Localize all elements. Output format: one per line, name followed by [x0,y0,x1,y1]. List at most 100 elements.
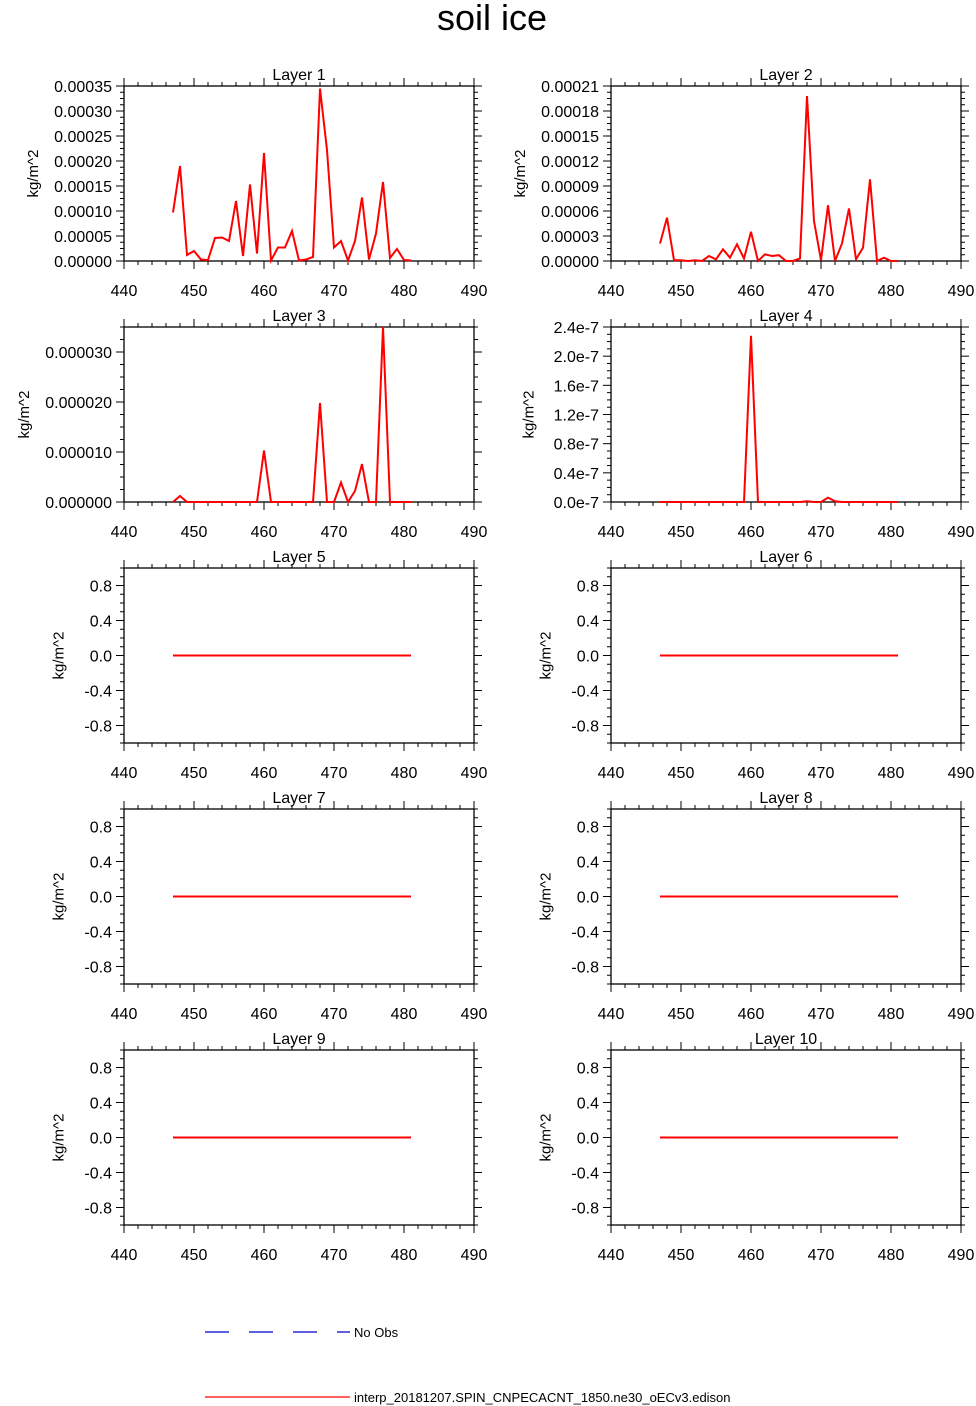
panel-4: Layer 4 440 450 460 470 480 490 0.0e-7 0.4e-7 0.8… [520,308,974,541]
y-axis-label: kg/m^2 [51,1114,68,1162]
x-tick-label: 440 [598,1006,625,1023]
y-tick-label: 0.8 [577,820,599,837]
x-tick-label: 440 [111,283,138,300]
panel-7: Layer 7 440 450 460 470 480 490 -0.8 -0.4 0.0 0.4 0… [51,790,488,1023]
x-tick-label: 490 [948,1247,975,1264]
panels: Layer 1 440 450 460 470 480 490 0.00000 0.00005 0… [16,67,974,1264]
y-tick-label: 0.8e-7 [554,437,599,454]
x-tick-label: 460 [738,524,765,541]
x-tick-label: 480 [391,283,418,300]
legend: No Obs interp_20181207.SPIN_CNPECACNT_18… [205,1325,731,1405]
plot-frame [123,85,475,262]
x-tick-label: 440 [598,1247,625,1264]
y-tick-label: -0.4 [571,925,599,942]
y-tick-label: 0.4 [90,855,112,872]
y-tick-label: 0.4 [577,1096,599,1113]
y-tick-label: -0.8 [571,1201,599,1218]
x-tick-label: 490 [948,524,975,541]
legend-model-label: interp_20181207.SPIN_CNPECACNT_1850.ne30… [354,1390,731,1405]
x-tick-label: 480 [878,524,905,541]
y-tick-label: -0.4 [84,1166,112,1183]
x-tick-label: 460 [738,283,765,300]
y-tick-label: 0.0 [90,1131,112,1148]
x-tick-label: 460 [251,1006,278,1023]
x-tick-label: 470 [321,1006,348,1023]
y-tick-label: 0.8 [577,1061,599,1078]
legend-no-obs-label: No Obs [354,1325,399,1340]
plot-frame [610,326,962,503]
series-line [659,95,898,263]
series-line [660,335,898,503]
figure-title: soil ice [437,0,547,38]
y-tick-label: 0.000010 [45,445,112,462]
x-tick-label: 470 [321,283,348,300]
panel-9: Layer 9 440 450 460 470 480 490 -0.8 -0.4 0.0 0.4 0… [51,1031,488,1264]
x-tick-label: 490 [948,765,975,782]
x-tick-label: 470 [321,765,348,782]
y-axis-label: kg/m^2 [538,1114,555,1162]
y-tick-label: -0.8 [571,960,599,977]
y-tick-label: -0.4 [571,684,599,701]
y-tick-label: -0.4 [84,925,112,942]
x-tick-label: 470 [808,1006,835,1023]
x-tick-label: 460 [251,765,278,782]
y-tick-label: -0.4 [84,684,112,701]
panel-title: Layer 7 [272,790,325,807]
x-tick-label: 440 [598,765,625,782]
panel-title: Layer 8 [759,790,812,807]
x-tick-label: 490 [461,1247,488,1264]
plot-frame [610,85,962,262]
x-tick-label: 480 [878,1247,905,1264]
x-tick-label: 460 [251,283,278,300]
x-tick-label: 440 [111,765,138,782]
x-tick-label: 450 [668,524,695,541]
y-tick-label: 0.00000 [541,254,599,271]
y-tick-label: 0.00009 [541,179,599,196]
y-tick-label: 0.00015 [54,179,112,196]
x-tick-label: 450 [668,283,695,300]
series-line [172,88,412,265]
x-tick-label: 470 [321,1247,348,1264]
y-tick-label: 0.00030 [54,104,112,121]
y-tick-label: 0.8 [90,579,112,596]
x-tick-label: 460 [251,1247,278,1264]
y-tick-label: 1.6e-7 [554,378,599,395]
y-tick-label: 0.0 [577,649,599,666]
y-tick-label: 0.4e-7 [554,466,599,483]
y-tick-label: 0.00012 [541,154,599,171]
x-tick-label: 490 [461,283,488,300]
y-tick-label: 0.00006 [541,204,599,221]
x-tick-label: 440 [598,524,625,541]
y-tick-label: 0.8 [90,820,112,837]
panel-title: Layer 10 [755,1031,817,1048]
panel-title: Layer 2 [759,67,812,84]
x-tick-label: 480 [391,765,418,782]
x-tick-label: 490 [461,765,488,782]
y-axis-label: kg/m^2 [51,873,68,921]
y-tick-label: 0.00035 [54,79,112,96]
panel-3: Layer 3 440 450 460 470 480 490 0.000000 0.00001… [16,308,487,541]
y-tick-label: -0.8 [84,1201,112,1218]
x-tick-label: 480 [391,1247,418,1264]
y-tick-label: 0.4 [90,1096,112,1113]
x-tick-label: 460 [738,765,765,782]
y-tick-label: 2.0e-7 [554,349,599,366]
y-tick-label: 0.0 [90,649,112,666]
y-tick-label: 0.00025 [54,129,112,146]
x-tick-label: 450 [181,765,208,782]
panel-10: Layer 10 440 450 460 470 480 490 -0.8 -0.4 0.0 0.4… [538,1031,975,1264]
x-tick-label: 460 [251,524,278,541]
y-tick-label: 0.00003 [541,229,599,246]
panel-6: Layer 6 440 450 460 470 480 490 -0.8 -0.4 0.0 0.4 0… [538,549,975,782]
panel-title: Layer 3 [272,308,325,325]
panel-title: Layer 4 [759,308,812,325]
x-tick-label: 480 [391,1006,418,1023]
panel-title: Layer 9 [272,1031,325,1048]
y-tick-label: 0.0 [90,890,112,907]
panel-2: Layer 2 440 450 460 470 480 490 0.00000 0.00003 0… [512,67,975,300]
y-tick-label: 0.00018 [541,104,599,121]
x-tick-label: 480 [878,1006,905,1023]
y-tick-label: 0.4 [577,614,599,631]
x-tick-label: 480 [878,765,905,782]
x-tick-label: 470 [808,524,835,541]
